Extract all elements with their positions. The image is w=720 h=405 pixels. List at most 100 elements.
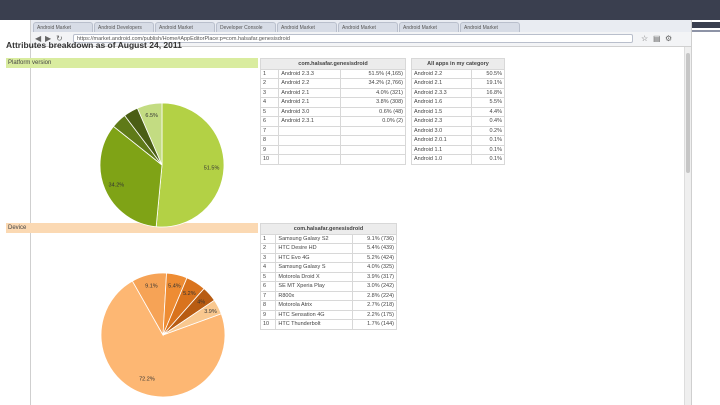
pie-slice-label: 34.2% (109, 182, 125, 188)
table-row: Android 2.3 0.4% (410, 116, 505, 127)
table-cell: HTC Evo 4G (275, 252, 353, 263)
table-cell: 9 (259, 144, 280, 155)
table-cell: HTC Desire HD (275, 243, 353, 254)
browser-tab[interactable]: Android Market (338, 22, 398, 32)
table-cell: Android 3.0 (410, 125, 473, 136)
table-cell: Android 2.2 (410, 68, 473, 79)
table-row: 9 (259, 144, 406, 155)
pie-slice-label: 51.5% (204, 165, 220, 171)
table-row: 8 (259, 135, 406, 146)
pie-slice (155, 102, 225, 228)
table-cell: Android 2.3 (410, 116, 473, 127)
page-menu-icon[interactable]: ▤ (653, 34, 661, 43)
table-cell: 0.4% (471, 116, 505, 127)
table-header: com.halsafar.genesisdroid (260, 58, 406, 70)
table-cell: Samsung Galaxy S (275, 262, 353, 273)
table-row: Android 1.1 0.1% (410, 144, 505, 155)
slide-top-bar (0, 0, 720, 20)
table-cell (278, 154, 342, 165)
table-row: 2 HTC Desire HD 5.4% (439) (259, 243, 398, 254)
table-cell: 9.1% (736) (351, 233, 398, 244)
wrench-icon[interactable]: ⚙ (665, 34, 673, 43)
table-cell: 2 (259, 243, 277, 254)
table-cell: Android 2.2 (278, 78, 342, 89)
platform-section-header: Platform version (6, 58, 258, 68)
table-row: Android 2.3.3 16.8% (410, 87, 505, 98)
table-row: 1 Samsung Galaxy S2 9.1% (736) (259, 233, 398, 244)
table-row: Android 2.1 19.1% (410, 78, 505, 89)
table-row: 6 SE MT Xperia Play 3.0% (242) (259, 281, 398, 292)
vertical-scrollbar[interactable] (684, 47, 691, 405)
table-row: 5 Motorola Droid X 3.9% (317) (259, 271, 398, 282)
table-cell: Android 1.1 (410, 144, 473, 155)
browser-tab[interactable]: Android Market (399, 22, 459, 32)
table-row: Android 1.0 0.1% (410, 154, 505, 165)
table-cell: 5.5% (471, 97, 505, 108)
table-cell: Android 2.1 (278, 97, 342, 108)
browser-tab[interactable]: Android Developers (94, 22, 154, 32)
device-app-table: com.halsafar.genesisdroid 1 Samsung Galax… (259, 223, 398, 330)
page-title: Attributes breakdown as of August 24, 20… (6, 40, 182, 50)
table-cell: 0.1% (471, 154, 505, 165)
table-cell: 2 (259, 78, 280, 89)
table-cell: 10 (259, 319, 277, 330)
table-cell: 8 (259, 300, 277, 311)
table-cell (340, 144, 406, 155)
table-cell: 7 (259, 290, 277, 301)
device-section-header: Device (6, 223, 258, 233)
browser-tab[interactable]: Android Market (155, 22, 215, 32)
browser-tab[interactable]: Android Market (277, 22, 337, 32)
table-cell: Android 1.5 (410, 106, 473, 117)
table-row: 10 (259, 154, 406, 165)
table-cell: Android 1.0 (410, 154, 473, 165)
table-cell (278, 135, 342, 146)
reload-icon[interactable]: ↻ (56, 34, 63, 43)
table-row: Android 2.0.1 0.1% (410, 135, 505, 146)
table-cell (278, 144, 342, 155)
pie-slice-label: 72.2% (139, 377, 155, 383)
pie-slice-label: 9.1% (145, 283, 158, 289)
table-cell: 6 (259, 116, 280, 127)
table-row: Android 3.0 0.2% (410, 125, 505, 136)
table-cell: Android 2.3.3 (410, 87, 473, 98)
browser-tab[interactable]: Android Market (460, 22, 520, 32)
table-cell: 7 (259, 125, 280, 136)
table-cell: Android 1.6 (410, 97, 473, 108)
table-cell: 8 (259, 135, 280, 146)
table-cell: Android 2.1 (278, 87, 342, 98)
scrollbar-thumb[interactable] (686, 53, 690, 173)
table-cell: 1 (259, 68, 280, 79)
table-cell: Android 2.3.1 (278, 116, 342, 127)
table-cell: R800x (275, 290, 353, 301)
table-cell: 3.8% (308) (340, 97, 406, 108)
table-header: All apps in my category (411, 58, 505, 70)
table-cell: 0.0% (2) (340, 116, 406, 127)
table-cell: 3.9% (317) (351, 271, 398, 282)
browser-tab[interactable]: Android Market (33, 22, 93, 32)
table-cell (278, 125, 342, 136)
table-row: 8 Motorola Atrix 2.7% (218) (259, 300, 398, 311)
table-row: 4 Samsung Galaxy S 4.0% (325) (259, 262, 398, 273)
table-cell: 4.0% (325) (351, 262, 398, 273)
forward-icon[interactable]: ▶ (45, 34, 52, 43)
table-cell: 4.4% (471, 106, 505, 117)
table-cell: 51.5% (4,165) (340, 68, 406, 79)
table-cell: 5.2% (424) (351, 252, 398, 263)
table-cell: 4 (259, 262, 277, 273)
table-cell: Android 2.1 (410, 78, 473, 89)
table-row: 7 R800x 2.8% (224) (259, 290, 398, 301)
table-header: com.halsafar.genesisdroid (260, 223, 397, 235)
table-cell: 19.1% (471, 78, 505, 89)
table-row: 4 Android 2.1 3.8% (308) (259, 97, 406, 108)
back-icon[interactable]: ◀ (35, 34, 42, 43)
star-icon[interactable]: ☆ (641, 34, 649, 43)
table-cell: 3.0% (242) (351, 281, 398, 292)
table-cell: SE MT Xperia Play (275, 281, 353, 292)
table-cell (340, 154, 406, 165)
table-cell: 50.5% (471, 68, 505, 79)
table-cell (340, 125, 406, 136)
table-cell: 1.7% (144) (351, 319, 398, 330)
address-bar[interactable]: https://market.android.com/publish/Home#… (73, 34, 633, 43)
table-cell: 9 (259, 309, 277, 320)
browser-tab[interactable]: Developer Console (216, 22, 276, 32)
